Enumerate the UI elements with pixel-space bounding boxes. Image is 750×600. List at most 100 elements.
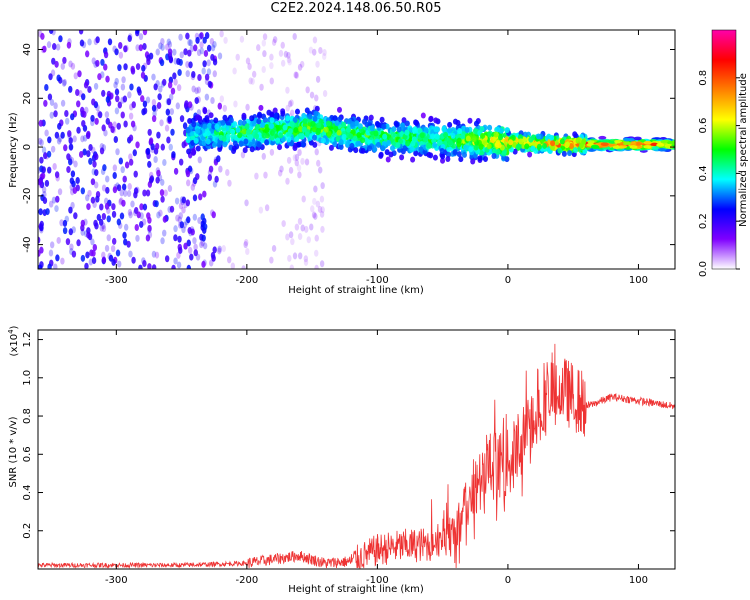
spectrogram-mark-307 [47,166,52,174]
spectrogram-mark-3160 [479,125,485,132]
spectrogram-mark-364 [189,45,195,53]
spectrogram-mark-482 [39,156,44,164]
spectrogram-mark-2493 [391,126,397,133]
spectrogram-mark-232 [107,38,113,46]
spectrogram-mark-535 [39,246,44,254]
spectrogram-mark-619 [163,189,168,197]
spectrogram-mark-3084 [301,126,307,133]
spectrogram-mark-54 [179,115,185,123]
spectrogram-mark-3144 [287,128,293,135]
spectrogram-mark-964 [401,117,407,124]
spectrogram-mark-810 [160,237,165,245]
spectrogram-mark-648 [43,99,48,107]
spectrogram-mark-380 [308,46,314,54]
spectrogram-mark-113 [138,44,144,52]
spectrogram-mark-432 [113,136,118,144]
spectrogram-mark-62 [92,160,97,168]
spectrogram-mark-745 [130,65,135,73]
spectrogram-mark-203 [95,59,100,67]
spectrogram-mark-369 [232,67,237,75]
spectrogram-mark-603 [39,220,44,228]
spectrogram-mark-775 [133,191,138,199]
spectrogram-mark-344 [222,104,227,112]
spectrogram-mark-724 [145,147,151,155]
spectrogram-mark-634 [64,117,70,125]
spectrogram-mark-37 [227,179,232,187]
spectrogram-mark-2160 [413,150,419,157]
spectrogram-mark-139 [105,186,110,194]
spectrogram-mark-186 [154,142,160,150]
spectrogram-mark-2625 [435,133,441,140]
spectrogram-mark-762 [56,137,62,145]
spectrogram-mark-255 [117,64,122,72]
spectrogram-mark-699 [55,195,60,203]
spectrogram-mark-2928 [536,143,542,150]
spectrogram-mark-720 [130,120,136,128]
spectrogram-mark-415 [80,135,85,143]
spectrogram-mark-372 [90,114,95,122]
spectrogram-mark-687 [292,154,298,162]
spectrogram-mark-792 [44,84,49,92]
spectrogram-mark-2977 [205,138,211,145]
spectrogram-mark-2719 [231,145,237,152]
spectrogram-mark-2185 [394,121,400,128]
spectrogram-mark-788 [38,264,43,269]
spectrogram-mark-269 [87,38,92,46]
spectrogram-mark-3000 [289,121,295,128]
spectrogram-mark-2542 [241,112,247,119]
spectrogram-mark-688 [176,57,181,65]
spectrogram-mark-702 [69,243,74,251]
spectrogram-mark-2692 [350,129,356,136]
spectrogram-mark-234 [71,180,76,188]
spectrogram-mark-567 [67,130,72,138]
spectrogram-mark-410 [42,45,47,53]
spectrogram-mark-26 [243,241,248,249]
spectrogram-mark-224 [88,157,93,165]
spectrogram-mark-3194 [535,133,541,140]
spectrogram-mark-767 [256,44,261,52]
spectrogram-mark-248 [110,245,116,253]
spectrogram-mark-672 [80,219,86,227]
spectrogram-mark-700 [38,236,41,244]
spectrogram-mark-106 [217,245,222,253]
spectrogram-mark-679 [313,185,318,193]
spectrogram-mark-612 [80,228,85,236]
spectrogram-mark-219 [44,179,50,187]
spectrogram-mark-118 [117,260,122,268]
spectrogram-mark-196 [206,44,212,52]
spectrogram-mark-445 [148,176,154,184]
spectrogram-mark-351 [173,167,179,175]
spectrogram-mark-131 [128,112,134,120]
spectrogram-mark-733 [132,209,138,217]
spectrogram-mark-737 [93,219,98,227]
spectrogram-mark-3127 [456,137,462,144]
spectrogram-mark-2646 [338,144,344,151]
colorbar-tick-label-3: 0.6 [698,118,709,134]
spectrogram-mark-94 [106,215,111,223]
spectrogram-mark-590 [170,87,176,95]
spectrogram-mark-128 [154,251,160,259]
spectrogram-mark-618 [173,225,178,233]
spectrogram-mark-3069 [651,146,660,150]
spectrogram-mark-84 [48,73,53,81]
spectrogram-mark-34 [207,174,212,182]
spectrogram-mark-3007 [643,140,652,145]
spectrogram-mark-707 [185,61,190,69]
spectrogram-mark-385 [187,101,193,109]
chart-title: C2E2.2024.148.06.50.R05 [270,1,442,16]
spectrogram-mark-108 [178,212,183,220]
spectrogram-mark-457 [210,97,215,105]
spectrogram-mark-46 [80,187,86,195]
spectrogram-mark-448 [202,242,208,250]
spectrogram-mark-497 [127,91,132,99]
spectrogram-mark-345 [112,45,117,53]
spectrogram-mark-107 [217,102,222,110]
spectrogram-mark-313 [67,158,73,166]
spectrogram-mark-703 [112,186,118,194]
spectrogram-mark-548 [248,77,253,85]
spectrogram-mark-308 [319,195,325,203]
spectrogram-mark-3058 [367,145,373,152]
spectrogram-mark-2650 [362,118,368,125]
spectrogram-mark-668 [183,48,188,56]
spectrogram-mark-295 [316,159,321,167]
